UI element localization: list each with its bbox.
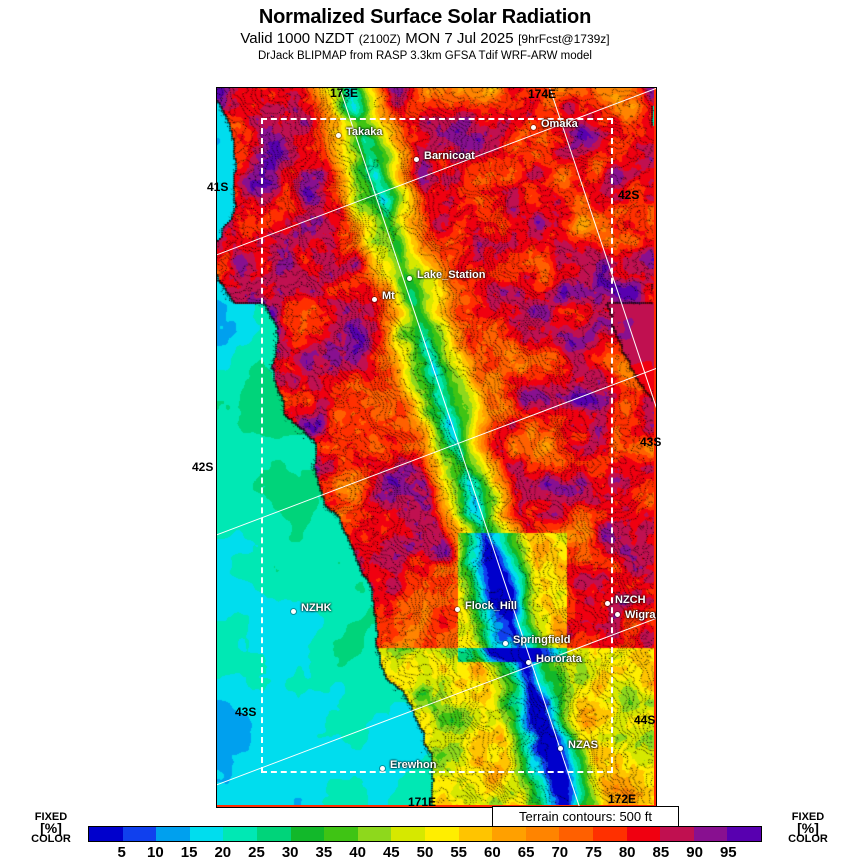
station-marker-omaka[interactable] xyxy=(531,125,536,130)
colorbar-tick-35: 35 xyxy=(315,844,333,861)
colorbar-segment-1 xyxy=(122,827,157,841)
station-label-omaka: Omaka xyxy=(541,118,578,130)
forecast-tag: [9hrFcst@1739z] xyxy=(518,32,610,46)
colorbar-segment-0 xyxy=(89,827,123,841)
colorbar-segment-6 xyxy=(290,827,325,841)
valid-date: MON 7 Jul 2025 xyxy=(405,30,514,47)
station-label-hororata: Hororata xyxy=(536,653,582,665)
colorbar-tick-20: 20 xyxy=(214,844,232,861)
colorbar-tick-45: 45 xyxy=(382,844,400,861)
station-label-barnicoat: Barnicoat xyxy=(424,150,475,162)
colorbar-segment-13 xyxy=(525,827,560,841)
station-marker-wigram[interactable] xyxy=(615,612,620,617)
page-title: Normalized Surface Solar Radiation xyxy=(258,6,592,28)
station-label-wigram: Wigram xyxy=(625,609,656,621)
station-label-lake_station: Lake_Station xyxy=(417,269,486,281)
longitude-label-2: 171E xyxy=(408,795,437,809)
validity-line: Valid 1000 NZDT (2100Z) MON 7 Jul 2025 [… xyxy=(0,29,850,49)
color-text-left: COLOR xyxy=(31,833,71,845)
valid-time: Valid 1000 NZDT xyxy=(240,30,355,47)
colorbar-segment-5 xyxy=(256,827,291,841)
colorbar-tick-85: 85 xyxy=(652,844,670,861)
colorbar-segment-12 xyxy=(492,827,526,841)
colorbar-tick-15: 15 xyxy=(180,844,198,861)
percent-symbol-right: [%] xyxy=(797,820,819,836)
colorbar-tick-50: 50 xyxy=(416,844,434,861)
colorbar-segment-18 xyxy=(693,827,728,841)
fixed-text-right: FIXED xyxy=(791,811,825,823)
colorbar-segment-14 xyxy=(559,827,593,841)
station-label-springfield: Springfield xyxy=(513,634,571,646)
longitude-label-3: 172E xyxy=(608,792,637,806)
station-marker-barnicoat[interactable] xyxy=(414,157,419,162)
colorbar-tick-5: 5 xyxy=(117,844,126,861)
colorbar-segment-19 xyxy=(727,827,761,841)
station-marker-nzas[interactable] xyxy=(558,746,563,751)
station-label-erewhon: Erewhon xyxy=(390,759,437,771)
station-marker-nzch[interactable] xyxy=(605,601,610,606)
station-marker-springfield[interactable] xyxy=(503,641,508,646)
colorbar-segment-15 xyxy=(592,827,627,841)
colorbar-panel: FIXED [%] COLOR 5 10 15 20 25 30 35 40 45 50 55 60 6… xyxy=(0,812,850,862)
colorbar-tick-25: 25 xyxy=(248,844,265,861)
colorbar-tick-70: 70 xyxy=(551,844,569,861)
colorbar-tick-55: 55 xyxy=(450,844,468,861)
colorbar-tick-75: 75 xyxy=(585,844,602,861)
color-text-right: COLOR xyxy=(788,833,828,845)
colorbar-tick-65: 65 xyxy=(517,844,535,861)
solar-radiation-raster xyxy=(217,88,654,805)
colorbar-tick-90: 90 xyxy=(686,844,703,861)
colorbar-tick-30: 30 xyxy=(281,844,299,861)
station-label-takaka: Takaka xyxy=(346,126,383,138)
latitude-label-0: 41S xyxy=(207,180,229,194)
colorbar-segment-7 xyxy=(324,827,358,841)
station-label-nzhk: NZHK xyxy=(301,602,332,614)
colorbar-tick-40: 40 xyxy=(349,844,366,861)
station-marker-nzhk[interactable] xyxy=(291,609,296,614)
colorbar-segment-9 xyxy=(391,827,425,841)
colorbar-segment-17 xyxy=(660,827,694,841)
station-marker-lake_station[interactable] xyxy=(407,276,412,281)
map-panel[interactable]: Takaka Omaka Barnicoat Lake_Station Mt NZHK Fl… xyxy=(216,87,657,808)
station-marker-hororata[interactable] xyxy=(526,660,531,665)
station-marker-flock_hill[interactable] xyxy=(455,607,460,612)
latitude-label-5: 44S xyxy=(634,713,656,727)
latitude-label-2: 43S xyxy=(235,705,257,719)
latitude-label-4: 43S xyxy=(640,435,662,449)
fixed-color-label-left: FIXED [%] COLOR xyxy=(22,812,80,845)
colorbar-ticks: 5 10 15 20 25 30 35 40 45 50 55 60 65 70 75 80 85 90 95 xyxy=(88,844,762,862)
subdomain-boundary xyxy=(261,118,613,773)
colorbar-segment-16 xyxy=(626,827,661,841)
station-marker-takaka[interactable] xyxy=(336,133,341,138)
station-label-flock_hill: Flock_Hill xyxy=(465,600,517,612)
model-line: DrJack BLIPMAP from RASP 3.3km GFSA Tdif… xyxy=(257,50,592,62)
colorbar[interactable] xyxy=(88,826,762,842)
terrain-contour-label: Terrain contours: 500 ft xyxy=(519,809,652,824)
colorbar-segment-11 xyxy=(458,827,493,841)
longitude-label-1: 174E xyxy=(528,87,557,101)
valid-utc: (2100Z) xyxy=(358,32,401,46)
station-label-nzas: NZAS xyxy=(568,739,598,751)
colorbar-segment-8 xyxy=(357,827,392,841)
title-block: Normalized Surface Solar Radiation Valid… xyxy=(0,0,850,64)
colorbar-segment-4 xyxy=(223,827,257,841)
station-label-mt: Mt xyxy=(382,290,395,302)
colorbar-segment-2 xyxy=(156,827,190,841)
percent-symbol-left: [%] xyxy=(40,820,62,836)
latitude-label-3: 42S xyxy=(618,188,640,202)
colorbar-tick-60: 60 xyxy=(484,844,501,861)
station-marker-mt[interactable] xyxy=(372,297,377,302)
station-label-nzch: NZCH xyxy=(615,594,646,606)
colorbar-tick-10: 10 xyxy=(147,844,164,861)
colorbar-segment-10 xyxy=(424,827,459,841)
latitude-label-1: 42S xyxy=(192,460,214,474)
station-marker-erewhon[interactable] xyxy=(380,766,385,771)
fixed-color-label-right: FIXED [%] COLOR xyxy=(779,812,837,845)
longitude-label-0: 173E xyxy=(330,86,359,100)
fixed-text-left: FIXED xyxy=(34,811,68,823)
colorbar-tick-80: 80 xyxy=(618,844,636,861)
colorbar-tick-95: 95 xyxy=(719,844,737,861)
colorbar-segment-3 xyxy=(189,827,224,841)
